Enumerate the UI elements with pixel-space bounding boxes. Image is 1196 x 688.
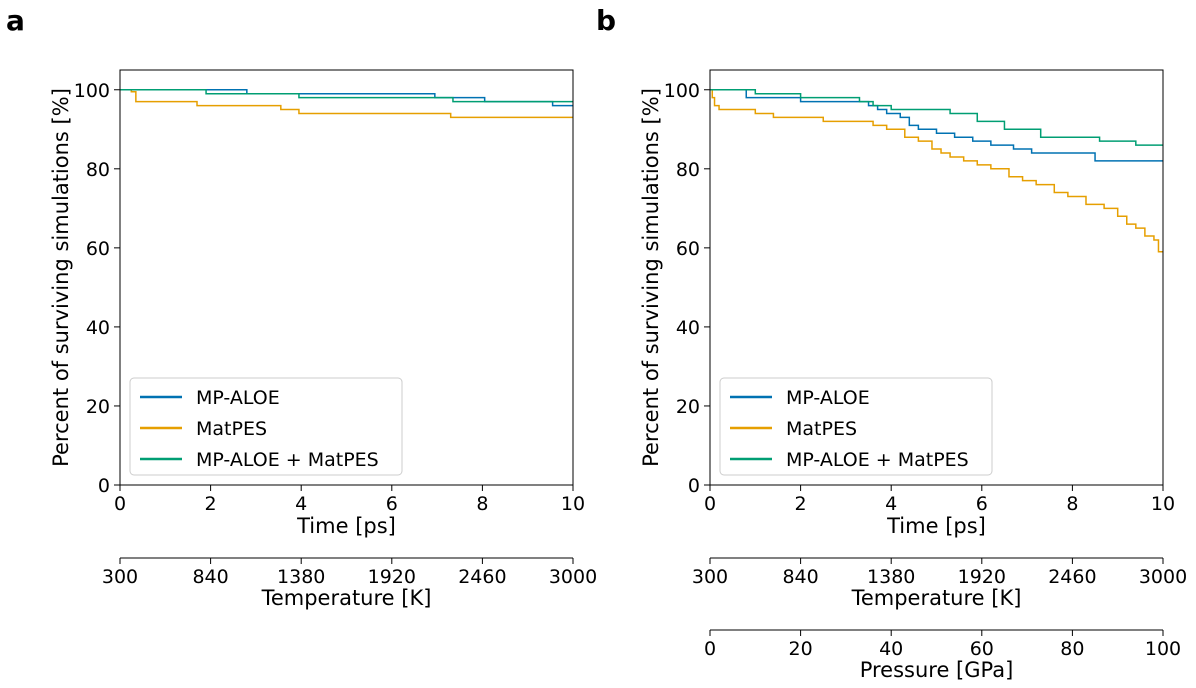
secondary-tick-label: 1920 <box>958 566 1006 588</box>
legend-entry: MP-ALOE + MatPES <box>196 449 379 471</box>
y-axis-label: Percent of surviving simulations [%] <box>639 88 663 467</box>
x-tick-label: 4 <box>885 493 897 515</box>
y-tick-label: 20 <box>86 396 110 418</box>
x-tick-label: 0 <box>114 493 126 515</box>
legend-entry: MP-ALOE + MatPES <box>786 449 969 471</box>
series-group <box>710 89 1163 253</box>
series-line-matpes <box>120 89 573 119</box>
secondary-tick-label: 840 <box>782 566 818 588</box>
y-tick-label: 0 <box>98 475 110 497</box>
x-tick-label: 8 <box>1066 493 1078 515</box>
secondary-axis-label: Temperature [K] <box>261 586 432 610</box>
secondary-axis-label: Temperature [K] <box>851 586 1022 610</box>
legend-entry: MP-ALOE <box>196 387 280 409</box>
secondary-tick-label: 40 <box>879 638 903 660</box>
legend-entry: MatPES <box>196 418 267 440</box>
x-tick-label: 2 <box>795 493 807 515</box>
secondary-tick-label: 0 <box>704 638 716 660</box>
secondary-tick-label: 60 <box>970 638 994 660</box>
x-tick-label: 10 <box>1151 493 1175 515</box>
y-axis-label: Percent of surviving simulations [%] <box>49 88 73 467</box>
secondary-tick-label: 3000 <box>1139 566 1187 588</box>
secondary-tick-label: 1380 <box>867 566 915 588</box>
legend: MP-ALOE MatPES MP-ALOE + MatPES <box>129 377 403 476</box>
secondary-tick-label: 840 <box>192 566 228 588</box>
series-line-mp-aloe-matpes <box>120 89 573 103</box>
series-line-matpes <box>710 89 1163 253</box>
y-tick-label: 60 <box>86 238 110 260</box>
legend-entry: MatPES <box>786 418 857 440</box>
series-line-mp-aloe <box>710 89 1163 162</box>
y-tick-label: 40 <box>676 317 700 339</box>
plot-frame <box>119 69 574 486</box>
y-tick-label: 40 <box>86 317 110 339</box>
legend-entry: MP-ALOE <box>786 387 870 409</box>
x-tick-label: 0 <box>704 493 716 515</box>
plot-frame <box>709 69 1164 486</box>
secondary-axis-label: Pressure [GPa] <box>860 658 1014 682</box>
secondary-tick-label: 300 <box>692 566 728 588</box>
secondary-axis-temperature: 300 840 1380 1920 2460 3000 Temperature [K] <box>102 557 597 610</box>
series-line-mp-aloe-matpes <box>710 89 1163 146</box>
legend-box <box>719 377 993 476</box>
secondary-tick-label: 3000 <box>549 566 597 588</box>
legend-box <box>129 377 403 476</box>
secondary-axis-temperature: 300 840 1380 1920 2460 3000 Temperature [K] <box>692 557 1187 610</box>
y-tick-label: 60 <box>676 238 700 260</box>
x-tick-label: 2 <box>205 493 217 515</box>
x-tick-label: 10 <box>561 493 585 515</box>
x-axis-label: Time [ps] <box>886 514 986 538</box>
y-tick-label: 80 <box>86 159 110 181</box>
secondary-tick-label: 300 <box>102 566 138 588</box>
secondary-tick-label: 1380 <box>277 566 325 588</box>
x-tick-label: 4 <box>295 493 307 515</box>
x-tick-label: 6 <box>386 493 398 515</box>
secondary-tick-label: 20 <box>789 638 813 660</box>
secondary-tick-label: 1920 <box>368 566 416 588</box>
legend: MP-ALOE MatPES MP-ALOE + MatPES <box>719 377 993 476</box>
secondary-tick-label: 2460 <box>458 566 506 588</box>
x-tick-label: 6 <box>976 493 988 515</box>
y-tick-label: 100 <box>664 80 700 102</box>
y-tick-label: 0 <box>688 475 700 497</box>
x-tick-label: 8 <box>476 493 488 515</box>
y-tick-label: 100 <box>74 80 110 102</box>
secondary-axis-pressure: 0 20 40 60 80 100 Pressure [GPa] <box>704 629 1181 682</box>
secondary-tick-label: 100 <box>1145 638 1181 660</box>
secondary-tick-label: 80 <box>1060 638 1084 660</box>
x-axis-label: Time [ps] <box>296 514 396 538</box>
y-tick-label: 20 <box>676 396 700 418</box>
secondary-tick-label: 2460 <box>1048 566 1096 588</box>
panel-label: b <box>596 4 616 37</box>
y-tick-label: 80 <box>676 159 700 181</box>
panel-label: a <box>6 4 25 37</box>
series-group <box>120 89 573 119</box>
